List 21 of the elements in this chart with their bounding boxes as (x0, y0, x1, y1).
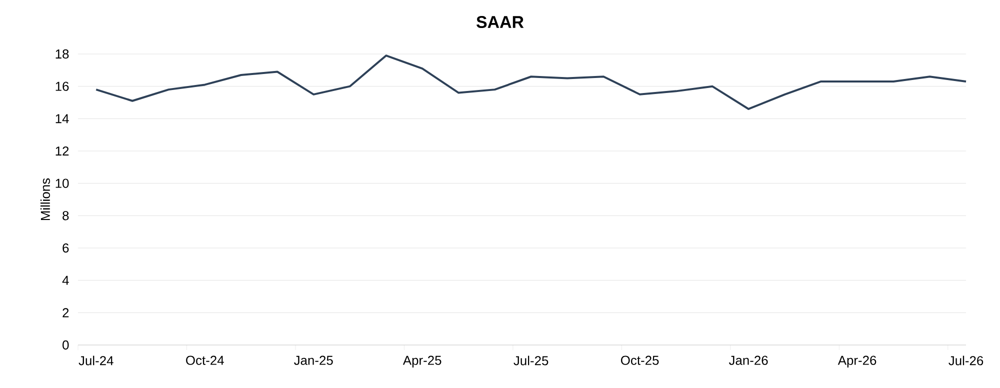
x-tick-label: Jul-24 (78, 356, 114, 366)
y-tick-label: 10 (56, 178, 69, 188)
x-tick-label: Jan-26 (728, 356, 768, 365)
x-tick-label: Oct-24 (186, 356, 224, 365)
y-tick-label: 2 (62, 308, 69, 318)
x-tick-label: Oct-25 (620, 356, 659, 365)
y-tick-label: 0 (62, 340, 69, 350)
x-tick-label: Apr-25 (402, 356, 442, 368)
y-tick-label: 16 (56, 82, 69, 91)
y-axis-title: Millions (40, 178, 50, 220)
x-tick-label: Apr-26 (838, 356, 876, 368)
y-tick-label: 8 (62, 211, 69, 220)
y-tick-label: 14 (56, 114, 69, 124)
x-tick-label: Jan-25 (294, 356, 333, 365)
chart-title: SAAR (476, 16, 524, 28)
y-tick-label: 12 (56, 146, 69, 156)
y-tick-label: 18 (56, 49, 69, 59)
y-tick-label: 4 (62, 276, 69, 285)
y-tick-label: 6 (62, 243, 69, 253)
x-tick-label: Jul-26 (948, 356, 984, 366)
x-tick-label: Jul-25 (514, 356, 548, 366)
